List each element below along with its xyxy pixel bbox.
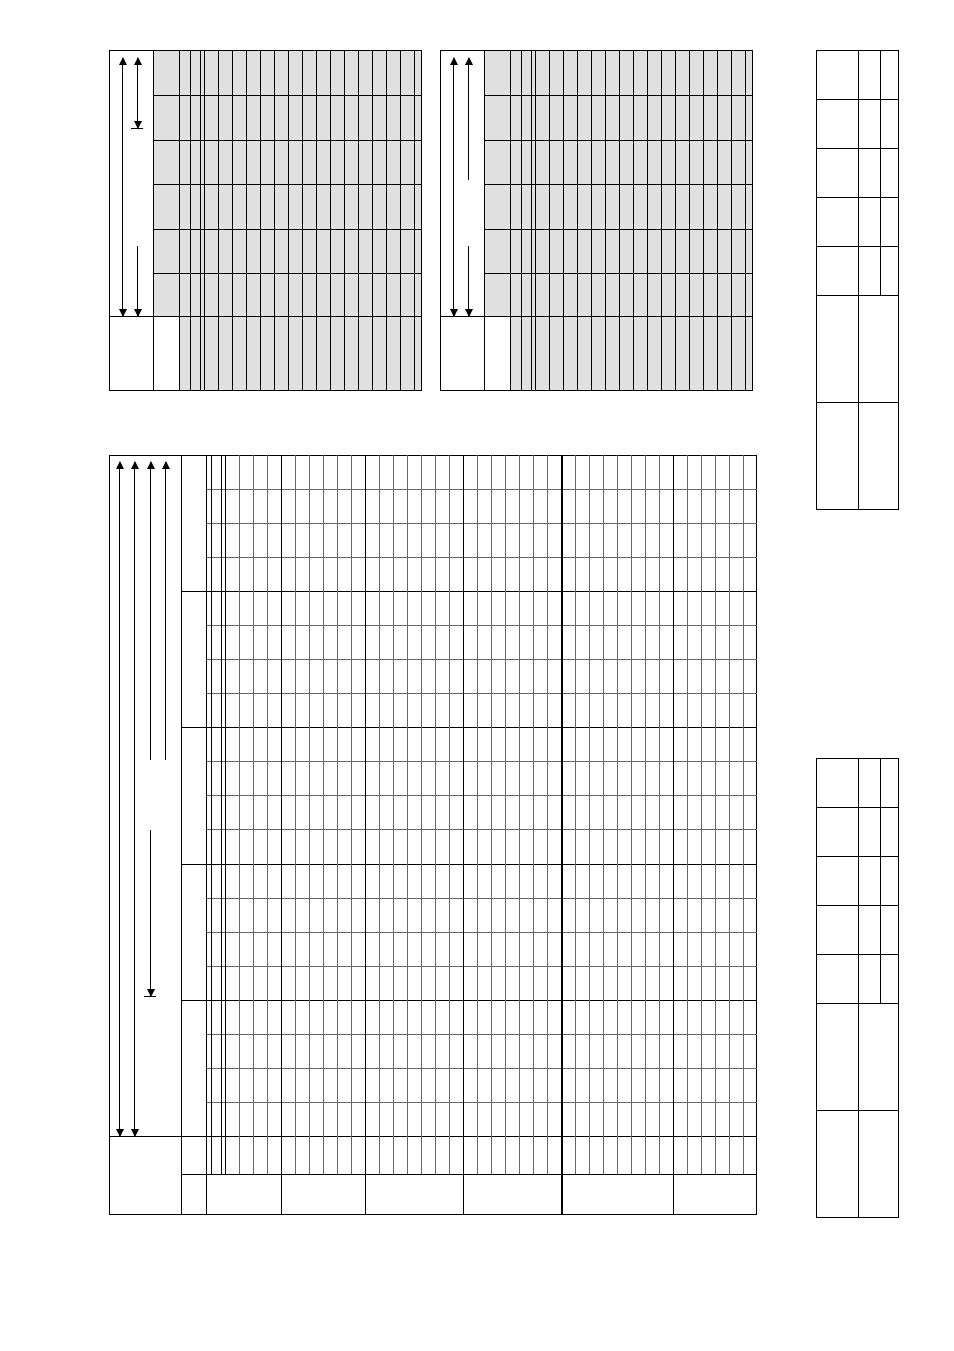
axis-arrow-short-top bbox=[468, 58, 469, 180]
main-grid bbox=[109, 455, 757, 1215]
outer-border bbox=[109, 50, 422, 391]
right-panel-1 bbox=[816, 50, 899, 510]
axis-arrow-3-top bbox=[150, 462, 151, 760]
axis-arrow-full bbox=[122, 58, 123, 316]
right-panel-2 bbox=[816, 758, 899, 1218]
top-right-grid bbox=[440, 50, 753, 391]
axis-arrow-short-top bbox=[137, 58, 138, 128]
axis-arrow-3-bot bbox=[150, 830, 151, 996]
axis-arrow-4 bbox=[165, 462, 166, 760]
axis-arrow-1 bbox=[119, 462, 120, 1136]
axis-arrow-short-bot bbox=[137, 246, 138, 316]
axis-arrow-full bbox=[453, 58, 454, 316]
axis-arrow-short-bot bbox=[468, 246, 469, 316]
top-left-grid bbox=[109, 50, 422, 391]
axis-arrow-2 bbox=[134, 462, 135, 1136]
outer-border bbox=[440, 50, 753, 391]
